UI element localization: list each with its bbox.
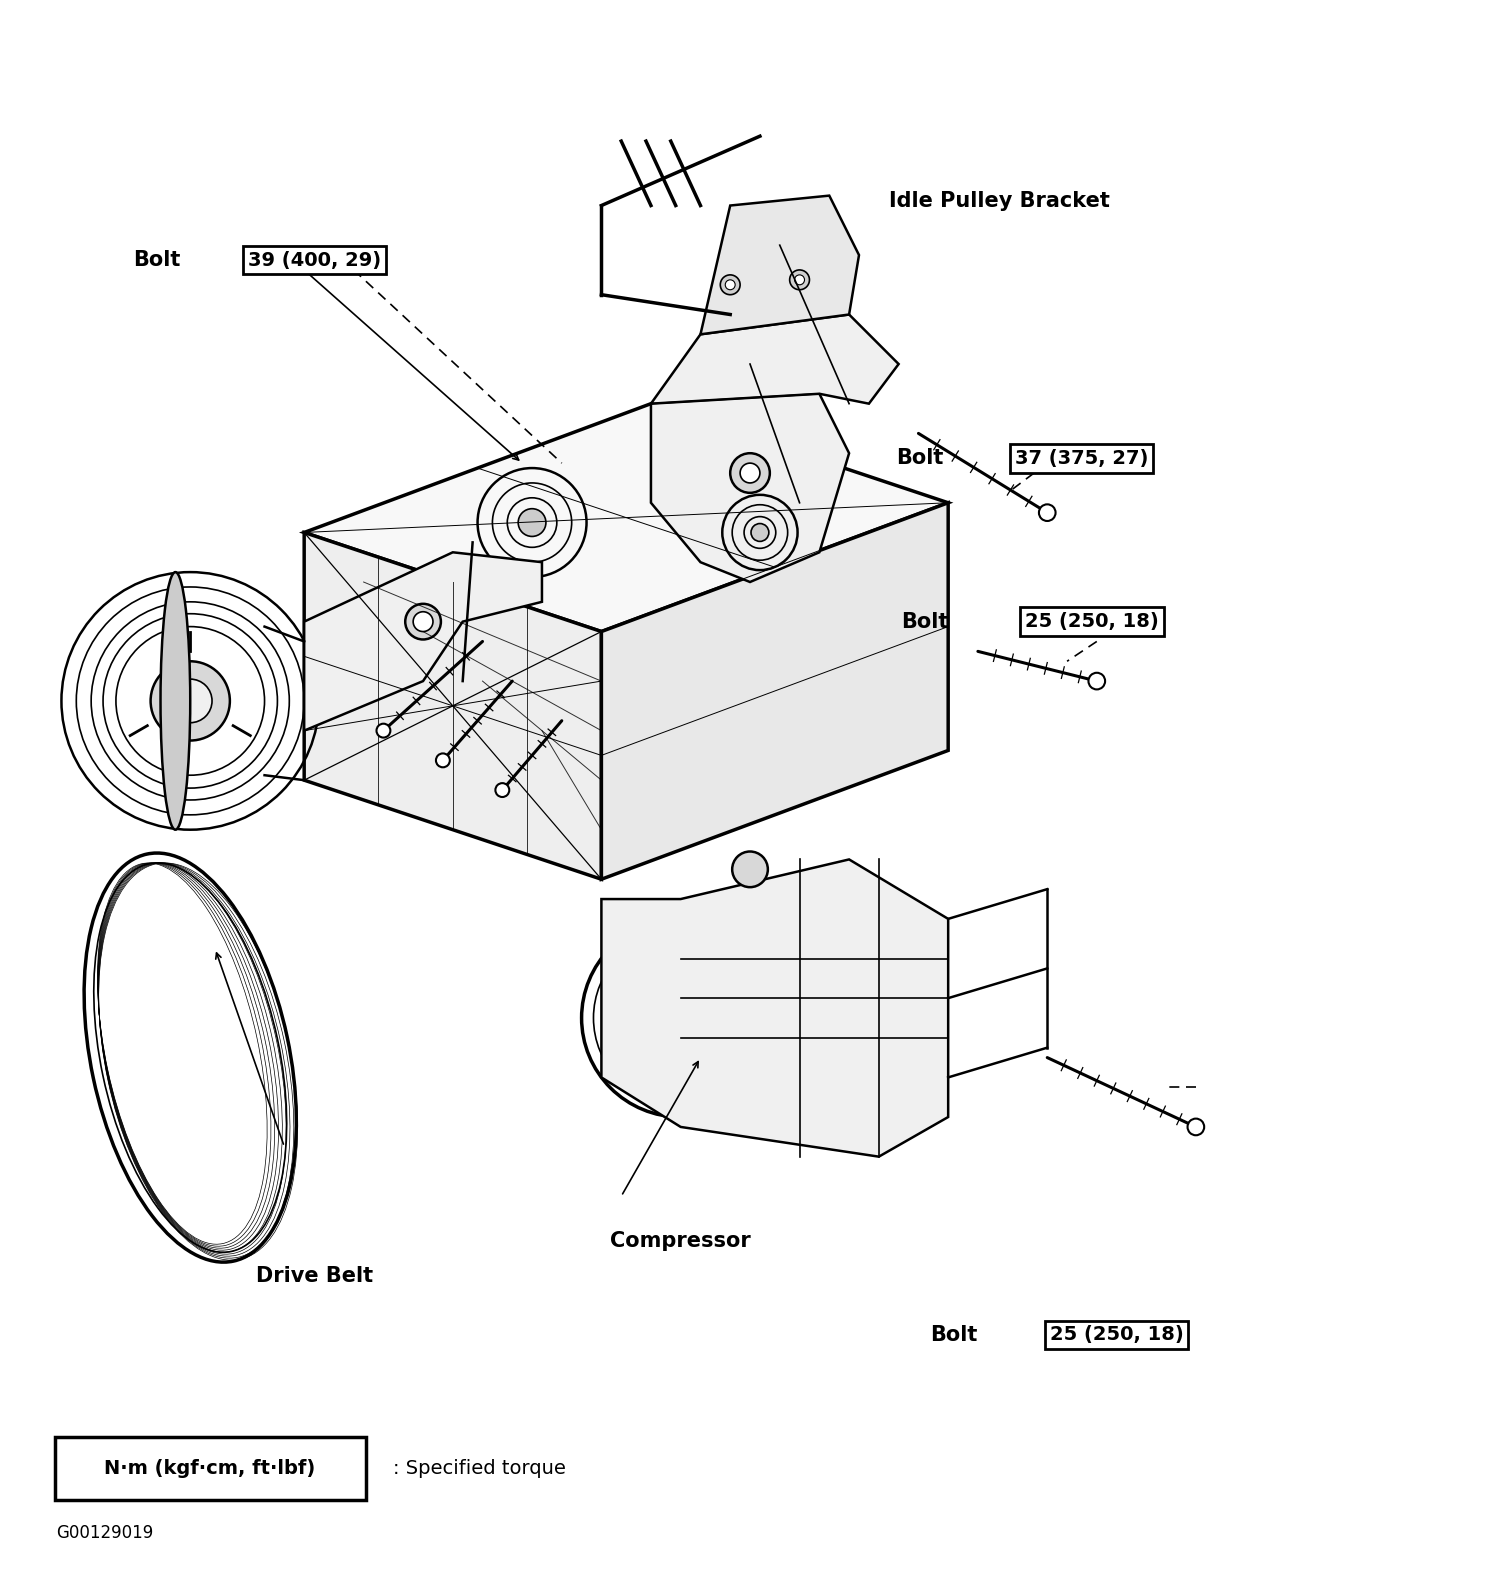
Text: 25 (250, 18): 25 (250, 18)	[1024, 613, 1158, 630]
Circle shape	[495, 784, 510, 796]
Polygon shape	[602, 859, 948, 1157]
Text: G00129019: G00129019	[57, 1524, 153, 1542]
Circle shape	[794, 275, 805, 284]
Circle shape	[665, 1002, 696, 1034]
Polygon shape	[304, 533, 602, 879]
Circle shape	[720, 275, 740, 295]
Ellipse shape	[161, 571, 190, 830]
Circle shape	[1039, 504, 1056, 520]
Circle shape	[1188, 1119, 1205, 1135]
Text: Bolt: Bolt	[132, 251, 180, 270]
Circle shape	[414, 611, 433, 632]
Text: Idle Pulley Bracket: Idle Pulley Bracket	[889, 190, 1110, 211]
Polygon shape	[304, 552, 541, 731]
Circle shape	[740, 463, 760, 484]
Polygon shape	[701, 196, 859, 334]
Text: Bolt: Bolt	[896, 448, 943, 468]
Circle shape	[405, 603, 441, 640]
Circle shape	[376, 723, 391, 737]
Polygon shape	[651, 314, 898, 404]
FancyBboxPatch shape	[54, 1436, 365, 1500]
Circle shape	[725, 279, 735, 290]
Polygon shape	[602, 503, 948, 879]
Text: N·m (kgf·cm, ft·lbf): N·m (kgf·cm, ft·lbf)	[104, 1459, 316, 1478]
Text: : Specified torque: : Specified torque	[394, 1459, 566, 1478]
Text: Bolt: Bolt	[901, 611, 948, 632]
Text: Compressor: Compressor	[611, 1231, 750, 1251]
Circle shape	[1089, 674, 1105, 689]
Text: Bolt: Bolt	[931, 1325, 978, 1345]
Text: 37 (375, 27): 37 (375, 27)	[1015, 448, 1149, 468]
Circle shape	[150, 661, 230, 741]
Circle shape	[168, 680, 212, 723]
Circle shape	[519, 509, 546, 536]
Circle shape	[731, 453, 770, 493]
Text: 39 (400, 29): 39 (400, 29)	[248, 251, 381, 270]
Polygon shape	[651, 364, 850, 583]
Circle shape	[436, 753, 450, 768]
Text: Drive Belt: Drive Belt	[256, 1266, 373, 1285]
Text: 25 (250, 18): 25 (250, 18)	[1050, 1326, 1184, 1344]
Polygon shape	[304, 404, 948, 632]
Circle shape	[648, 986, 713, 1050]
Circle shape	[750, 523, 769, 541]
Circle shape	[790, 270, 809, 290]
Circle shape	[732, 852, 769, 887]
